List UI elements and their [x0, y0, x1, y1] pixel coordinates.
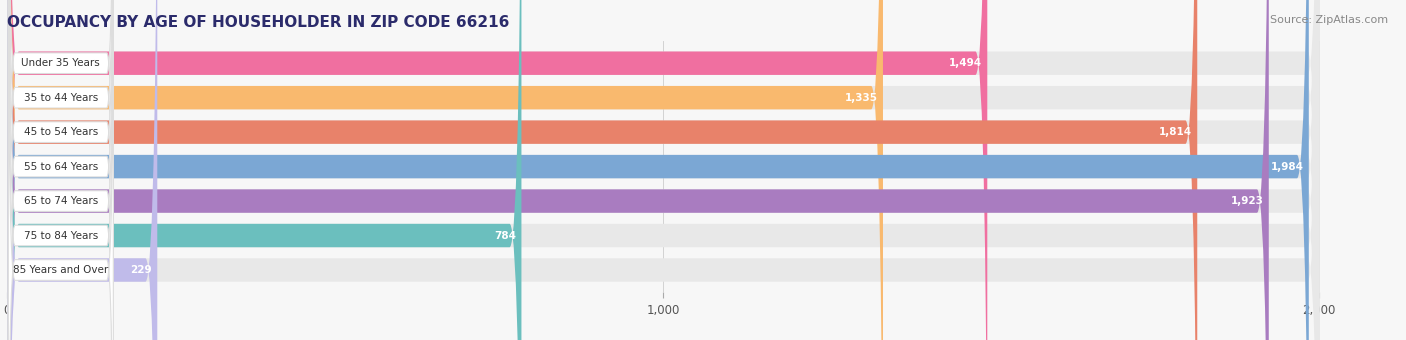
Text: 784: 784 [494, 231, 516, 240]
FancyBboxPatch shape [7, 0, 987, 340]
FancyBboxPatch shape [8, 0, 114, 340]
FancyBboxPatch shape [7, 0, 1319, 340]
FancyBboxPatch shape [7, 0, 883, 340]
FancyBboxPatch shape [7, 0, 1319, 340]
Text: OCCUPANCY BY AGE OF HOUSEHOLDER IN ZIP CODE 66216: OCCUPANCY BY AGE OF HOUSEHOLDER IN ZIP C… [7, 15, 509, 30]
Text: 75 to 84 Years: 75 to 84 Years [24, 231, 98, 240]
FancyBboxPatch shape [7, 0, 1268, 340]
FancyBboxPatch shape [7, 0, 1319, 340]
FancyBboxPatch shape [8, 0, 114, 340]
Text: 1,494: 1,494 [949, 58, 981, 68]
FancyBboxPatch shape [8, 0, 114, 340]
Text: 1,984: 1,984 [1271, 162, 1303, 172]
FancyBboxPatch shape [7, 0, 1309, 340]
FancyBboxPatch shape [7, 0, 157, 340]
Text: 45 to 54 Years: 45 to 54 Years [24, 127, 98, 137]
FancyBboxPatch shape [8, 0, 114, 340]
FancyBboxPatch shape [7, 0, 1198, 340]
FancyBboxPatch shape [8, 0, 114, 340]
Text: 1,814: 1,814 [1159, 127, 1192, 137]
Text: 85 Years and Over: 85 Years and Over [13, 265, 108, 275]
Text: 1,923: 1,923 [1230, 196, 1264, 206]
Text: 229: 229 [131, 265, 152, 275]
Text: Under 35 Years: Under 35 Years [21, 58, 100, 68]
FancyBboxPatch shape [7, 0, 1319, 340]
FancyBboxPatch shape [8, 0, 114, 340]
Text: Source: ZipAtlas.com: Source: ZipAtlas.com [1270, 15, 1388, 25]
FancyBboxPatch shape [7, 0, 1319, 340]
FancyBboxPatch shape [8, 0, 114, 340]
Text: 65 to 74 Years: 65 to 74 Years [24, 196, 98, 206]
FancyBboxPatch shape [7, 0, 522, 340]
Text: 35 to 44 Years: 35 to 44 Years [24, 93, 98, 103]
FancyBboxPatch shape [7, 0, 1319, 340]
Text: 1,335: 1,335 [845, 93, 877, 103]
FancyBboxPatch shape [7, 0, 1319, 340]
Text: 55 to 64 Years: 55 to 64 Years [24, 162, 98, 172]
